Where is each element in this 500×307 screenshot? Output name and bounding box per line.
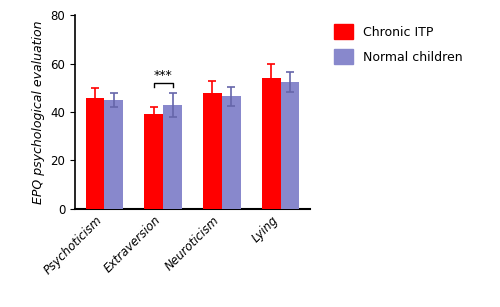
Bar: [222, 96, 240, 209]
Bar: [104, 100, 123, 209]
Bar: [86, 98, 104, 209]
Bar: [144, 115, 163, 209]
Bar: [280, 82, 299, 209]
Y-axis label: EPQ psychological evaluation: EPQ psychological evaluation: [32, 20, 45, 204]
Bar: [262, 78, 280, 209]
Text: ***: ***: [154, 69, 172, 82]
Bar: [203, 93, 222, 209]
Legend: Chronic ITP, Normal children: Chronic ITP, Normal children: [328, 18, 469, 71]
Bar: [163, 105, 182, 209]
